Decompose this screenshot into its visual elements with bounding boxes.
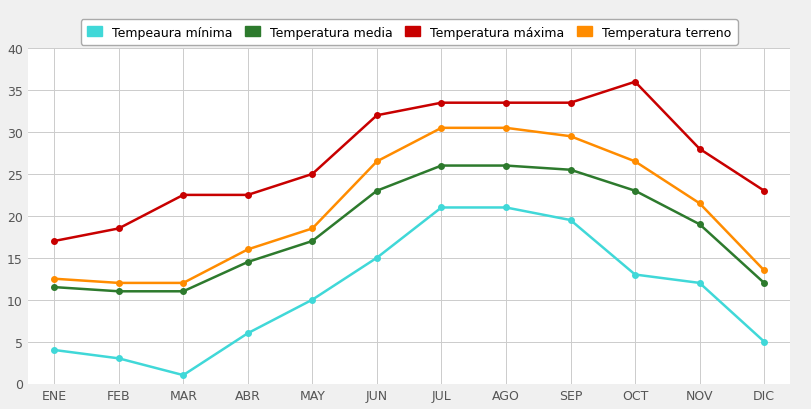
Legend: Tempeaura mínima, Temperatura media, Temperatura máxima, Temperatura terreno: Tempeaura mínima, Temperatura media, Tem… bbox=[81, 20, 737, 46]
